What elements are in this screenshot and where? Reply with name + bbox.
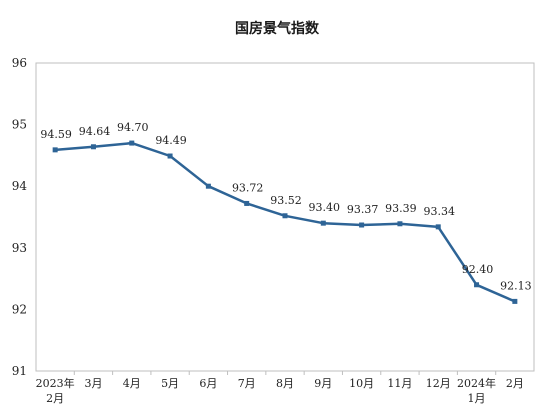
data-label: 93.37	[347, 203, 379, 216]
x-tick-label: 1月	[468, 392, 486, 405]
data-point-marker	[435, 224, 441, 230]
x-tick-label: 3月	[84, 377, 102, 390]
x-tick-label: 10月	[349, 377, 374, 390]
x-tick-label: 6月	[199, 377, 217, 390]
y-tick-label: 95	[12, 118, 27, 132]
data-point-marker	[244, 200, 250, 206]
x-tick-label: 2023年	[36, 376, 75, 390]
data-point-marker	[205, 183, 211, 189]
y-tick-label: 93	[12, 241, 27, 255]
x-tick-label: 2月	[46, 392, 64, 405]
y-tick-label: 94	[12, 179, 28, 193]
x-tick-label: 7月	[238, 377, 256, 390]
x-tick-label: 8月	[276, 377, 294, 390]
data-label: 92.40	[462, 263, 494, 276]
y-tick-label: 96	[12, 56, 27, 70]
data-point-marker	[320, 220, 326, 226]
data-point-marker	[397, 221, 403, 227]
data-label: 94.70	[117, 121, 149, 134]
x-tick-label: 2024年	[457, 376, 496, 390]
series-line	[55, 141, 516, 303]
x-tick-label: 11月	[387, 377, 412, 390]
data-point-marker	[359, 222, 365, 228]
data-point-marker	[282, 213, 288, 219]
data-point-marker	[90, 144, 96, 150]
x-tick-label: 4月	[123, 377, 141, 390]
x-tick-label: 9月	[314, 377, 332, 390]
data-label: 93.39	[385, 202, 417, 215]
x-tick-label: 12月	[426, 377, 451, 390]
y-tick-label: 91	[12, 364, 27, 378]
data-label: 94.59	[40, 128, 72, 141]
chart-title: 国房景气指数	[235, 21, 319, 37]
data-point-marker	[512, 298, 518, 304]
y-tick-label: 92	[12, 302, 27, 316]
plot-area-border	[35, 62, 535, 372]
data-label: 94.64	[79, 125, 111, 138]
data-label: 93.34	[423, 205, 455, 218]
x-tick-label: 2月	[506, 377, 524, 390]
data-label: 93.72	[232, 181, 264, 194]
x-tick-label: 5月	[161, 377, 179, 390]
data-label: 94.49	[155, 134, 187, 147]
data-point-marker	[129, 140, 135, 146]
data-label: 93.52	[270, 194, 302, 207]
data-point-marker	[167, 153, 173, 159]
data-label: 92.13	[500, 279, 532, 292]
data-point-marker	[474, 282, 480, 288]
data-point-marker	[52, 147, 58, 153]
data-label: 93.40	[309, 201, 341, 214]
